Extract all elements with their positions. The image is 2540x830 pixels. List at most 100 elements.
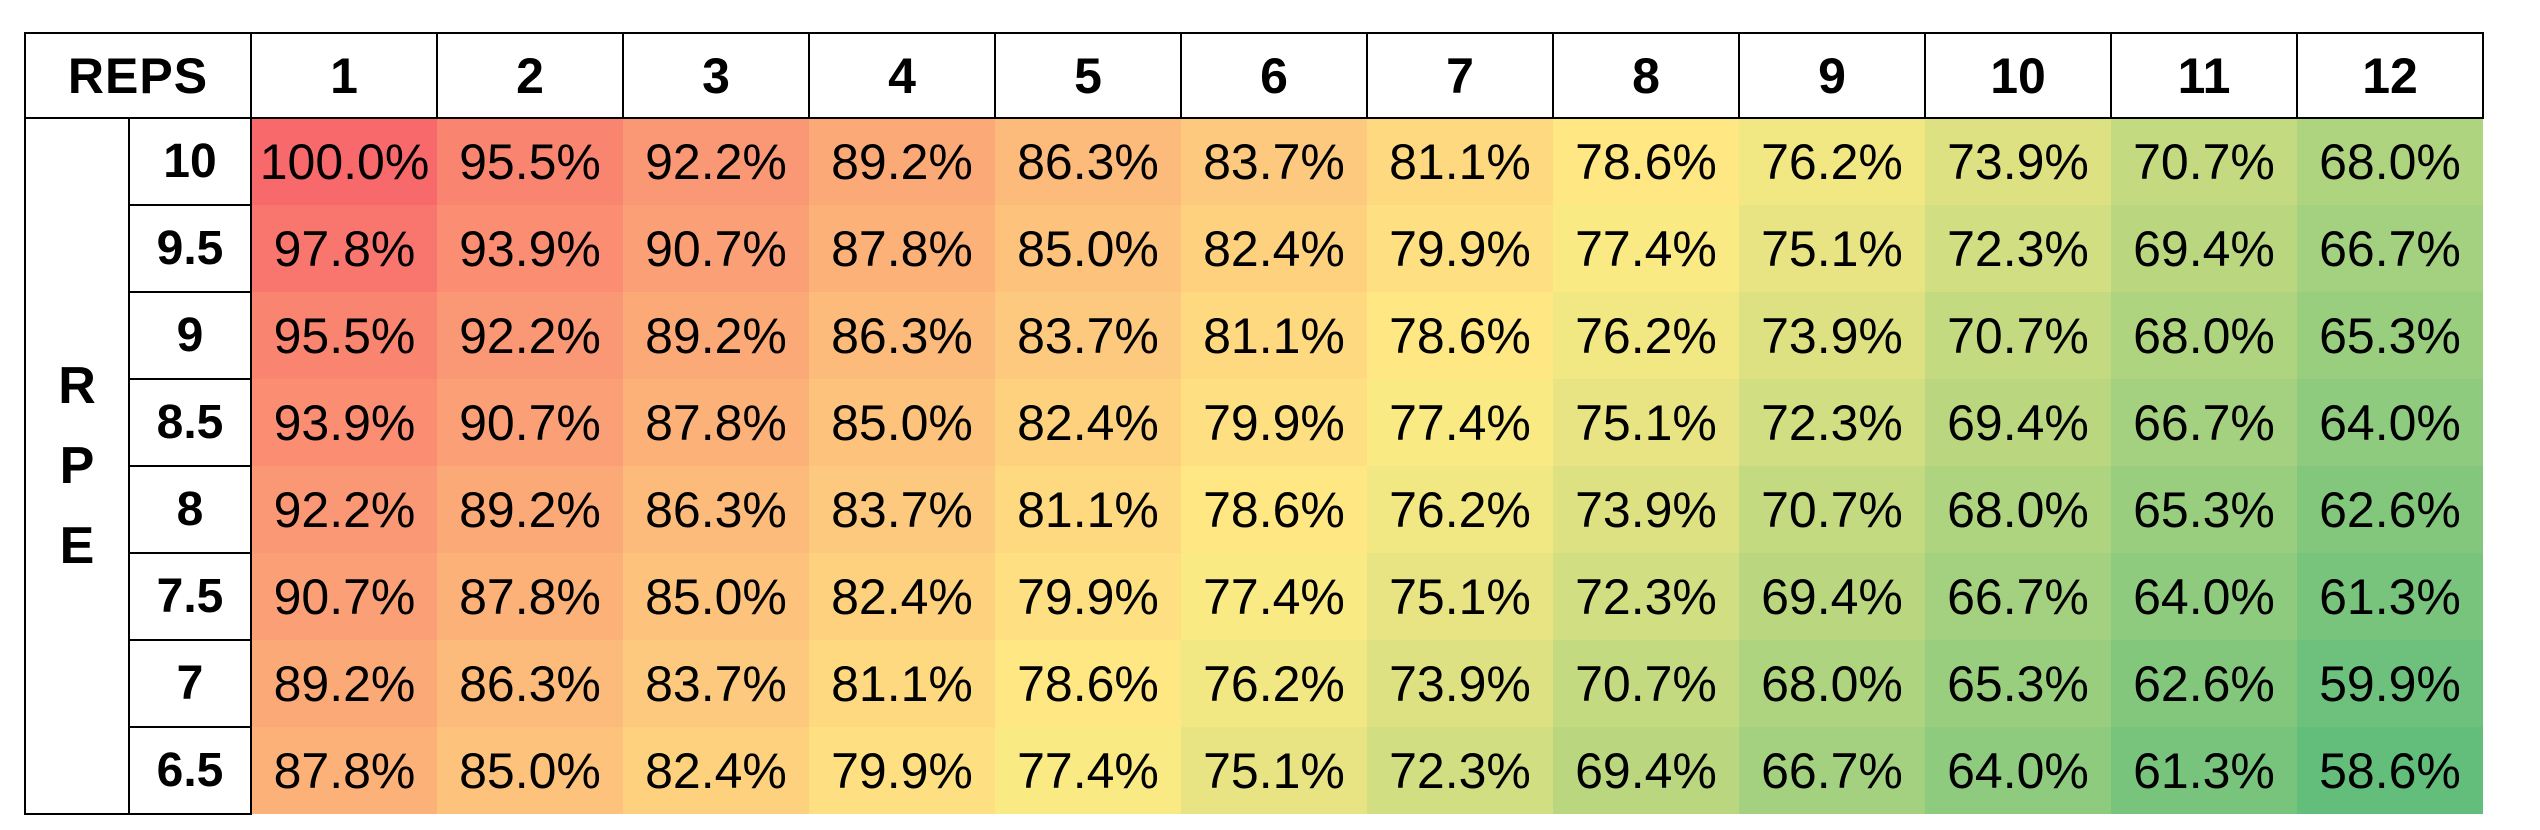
percentage-cell: 81.1% bbox=[809, 640, 995, 727]
rpe-value-cell: 10 bbox=[128, 117, 252, 206]
percentage-cell: 97.8% bbox=[251, 205, 437, 292]
percentage-cell: 78.6% bbox=[1181, 466, 1367, 553]
percentage-cell: 76.2% bbox=[1181, 640, 1367, 727]
rpe-value-cell: 9.5 bbox=[128, 204, 252, 293]
table-row: 9 95.5% 92.2% 89.2% 86.3% 83.7% 81.1% 78.6% 76.2… bbox=[25, 291, 2483, 380]
percentage-cell: 70.7% bbox=[1739, 466, 1925, 553]
percentage-cell: 79.9% bbox=[1181, 379, 1367, 466]
percentage-cell: 64.0% bbox=[1925, 727, 2111, 814]
percentage-cell: 69.4% bbox=[1553, 727, 1739, 814]
percentage-cell: 78.6% bbox=[995, 640, 1181, 727]
rpe-value-cell: 9 bbox=[128, 291, 252, 380]
rpe-value-cell: 6.5 bbox=[128, 726, 252, 815]
percentage-cell: 75.1% bbox=[1739, 205, 1925, 292]
percentage-cell: 65.3% bbox=[2297, 292, 2483, 379]
table-row: R P E 10 100.0% 95.5% 92.2% 89.2% 86.3% 83.7% 81.1… bbox=[24, 117, 2483, 815]
table-body: R P E 10 100.0% 95.5% 92.2% 89.2% 86.3% 83.7% 81.1… bbox=[24, 117, 2483, 815]
percentage-cell: 73.9% bbox=[1925, 118, 2111, 205]
percentage-cell: 83.7% bbox=[995, 292, 1181, 379]
reps-header-cell: 6 bbox=[1180, 32, 1368, 119]
percentage-cell: 77.4% bbox=[1181, 553, 1367, 640]
percentage-cell: 82.4% bbox=[1181, 205, 1367, 292]
percentage-cell: 58.6% bbox=[2297, 727, 2483, 814]
percentage-cell: 100.0% bbox=[251, 118, 437, 205]
percentage-cell: 65.3% bbox=[2111, 466, 2297, 553]
percentage-cell: 66.7% bbox=[1739, 727, 1925, 814]
percentage-cell: 59.9% bbox=[2297, 640, 2483, 727]
percentage-cell: 83.7% bbox=[809, 466, 995, 553]
reps-header-cell: 3 bbox=[622, 32, 810, 119]
percentage-cell: 70.7% bbox=[1553, 640, 1739, 727]
table-row: 7.5 90.7% 87.8% 85.0% 82.4% 79.9% 77.4% 75.1% 72… bbox=[25, 552, 2483, 641]
percentage-cell: 92.2% bbox=[251, 466, 437, 553]
percentage-cell: 86.3% bbox=[995, 118, 1181, 205]
table-row: 8.5 93.9% 90.7% 87.8% 85.0% 82.4% 79.9% 77.4% 75… bbox=[25, 378, 2483, 467]
percentage-cell: 70.7% bbox=[1925, 292, 2111, 379]
percentage-cell: 93.9% bbox=[437, 205, 623, 292]
rpe-axis-letter: P bbox=[59, 437, 95, 495]
percentage-cell: 62.6% bbox=[2111, 640, 2297, 727]
percentage-cell: 78.6% bbox=[1553, 118, 1739, 205]
percentage-cell: 89.2% bbox=[437, 466, 623, 553]
percentage-cell: 81.1% bbox=[995, 466, 1181, 553]
reps-header-row: REPS 1 2 3 4 5 6 7 8 9 10 11 12 bbox=[24, 32, 2484, 119]
percentage-cell: 95.5% bbox=[437, 118, 623, 205]
percentage-cell: 68.0% bbox=[2297, 118, 2483, 205]
percentage-cell: 87.8% bbox=[251, 727, 437, 814]
percentage-cell: 82.4% bbox=[809, 553, 995, 640]
percentage-cell: 82.4% bbox=[995, 379, 1181, 466]
percentage-cell: 86.3% bbox=[437, 640, 623, 727]
percentage-cell: 85.0% bbox=[809, 379, 995, 466]
percentage-cell: 77.4% bbox=[995, 727, 1181, 814]
rpe-percentage-table: REPS 1 2 3 4 5 6 7 8 9 10 11 12 R P E 10 100… bbox=[24, 32, 2484, 815]
percentage-cell: 78.6% bbox=[1367, 292, 1553, 379]
rpe-value-cell: 8.5 bbox=[128, 378, 252, 467]
percentage-cell: 81.1% bbox=[1181, 292, 1367, 379]
percentage-cell: 83.7% bbox=[623, 640, 809, 727]
percentage-cell: 92.2% bbox=[437, 292, 623, 379]
percentage-cell: 69.4% bbox=[1739, 553, 1925, 640]
percentage-cell: 85.0% bbox=[995, 205, 1181, 292]
percentage-cell: 79.9% bbox=[995, 553, 1181, 640]
table-row: 8 92.2% 89.2% 86.3% 83.7% 81.1% 78.6% 76.2% 73.9… bbox=[25, 465, 2483, 554]
percentage-cell: 89.2% bbox=[809, 118, 995, 205]
percentage-cell: 73.9% bbox=[1553, 466, 1739, 553]
percentage-cell: 76.2% bbox=[1553, 292, 1739, 379]
percentage-cell: 93.9% bbox=[251, 379, 437, 466]
percentage-cell: 92.2% bbox=[623, 118, 809, 205]
rpe-axis-letter: E bbox=[59, 517, 95, 575]
percentage-cell: 73.9% bbox=[1367, 640, 1553, 727]
reps-header-cell: 7 bbox=[1366, 32, 1554, 119]
percentage-cell: 81.1% bbox=[1367, 118, 1553, 205]
rpe-axis-letter: R bbox=[58, 357, 96, 415]
percentage-cell: 69.4% bbox=[1925, 379, 2111, 466]
reps-header-cell: 12 bbox=[2296, 32, 2484, 119]
percentage-cell: 62.6% bbox=[2297, 466, 2483, 553]
percentage-cell: 64.0% bbox=[2111, 553, 2297, 640]
percentage-cell: 89.2% bbox=[251, 640, 437, 727]
percentage-cell: 66.7% bbox=[1925, 553, 2111, 640]
percentage-cell: 76.2% bbox=[1739, 118, 1925, 205]
percentage-cell: 68.0% bbox=[1925, 466, 2111, 553]
percentage-cell: 72.3% bbox=[1367, 727, 1553, 814]
percentage-cell: 68.0% bbox=[2111, 292, 2297, 379]
percentage-cell: 87.8% bbox=[809, 205, 995, 292]
percentage-cell: 90.7% bbox=[437, 379, 623, 466]
percentage-cell: 76.2% bbox=[1367, 466, 1553, 553]
percentage-cell: 79.9% bbox=[809, 727, 995, 814]
percentage-cell: 75.1% bbox=[1367, 553, 1553, 640]
rpe-value-cell: 7 bbox=[128, 639, 252, 728]
percentage-cell: 68.0% bbox=[1739, 640, 1925, 727]
percentage-cell: 86.3% bbox=[809, 292, 995, 379]
reps-header-cell: 5 bbox=[994, 32, 1182, 119]
reps-header-cell: 10 bbox=[1924, 32, 2112, 119]
percentage-cell: 90.7% bbox=[623, 205, 809, 292]
table-row: 7 89.2% 86.3% 83.7% 81.1% 78.6% 76.2% 73.9% 70.7… bbox=[25, 639, 2483, 728]
percentage-cell: 85.0% bbox=[623, 553, 809, 640]
table-row: 9.5 97.8% 93.9% 90.7% 87.8% 85.0% 82.4% 79.9% 77… bbox=[25, 204, 2483, 293]
percentage-cell: 66.7% bbox=[2297, 205, 2483, 292]
percentage-cell: 61.3% bbox=[2297, 553, 2483, 640]
percentage-cell: 83.7% bbox=[1181, 118, 1367, 205]
percentage-cell: 65.3% bbox=[1925, 640, 2111, 727]
